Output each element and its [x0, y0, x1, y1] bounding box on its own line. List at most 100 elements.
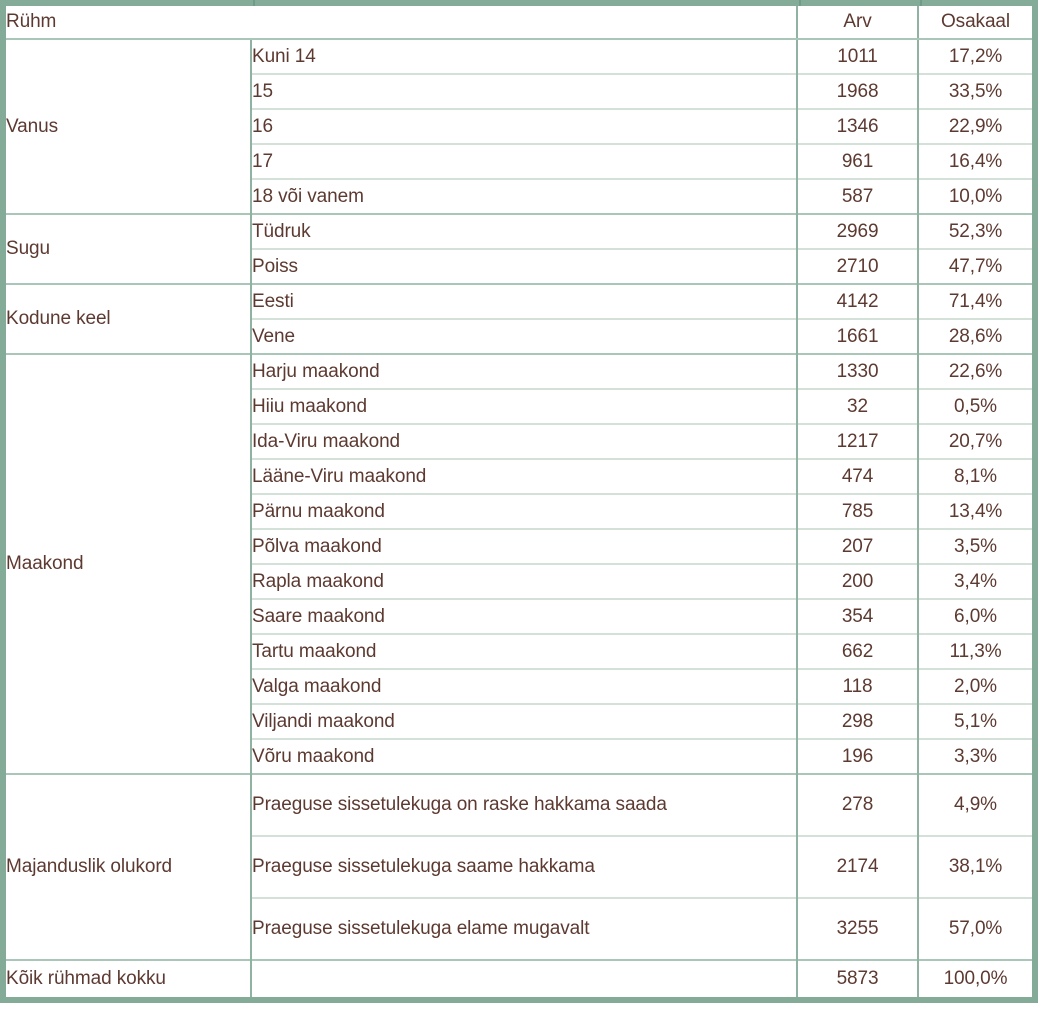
share-value: 8,1%: [918, 458, 1036, 494]
share-value: 2,0%: [918, 668, 1036, 704]
count-value: 1330: [797, 353, 920, 389]
table-row: Hiiu maakond 32 0,5%: [3, 388, 1036, 424]
count-value: 278: [797, 773, 920, 836]
subgroup-label: Tüdruk: [251, 213, 799, 249]
border-tick: [799, 0, 801, 6]
share-value: 57,0%: [918, 897, 1036, 960]
header-row: Rühm Arv Osakaal: [3, 3, 1036, 40]
count-value: 961: [797, 143, 920, 179]
subgroup-label: 18 või vanem: [251, 178, 799, 214]
share-value: 20,7%: [918, 423, 1036, 459]
table-row: 16 1346 22,9%: [3, 108, 1036, 144]
table-row: Lääne-Viru maakond 474 8,1%: [3, 458, 1036, 494]
total-osakaal: 100,0%: [918, 959, 1036, 1000]
subgroup-label: 17: [251, 143, 799, 179]
count-value: 587: [797, 178, 920, 214]
table-row: Põlva maakond 207 3,5%: [3, 528, 1036, 564]
share-value: 38,1%: [918, 835, 1036, 898]
header-osakaal: Osakaal: [918, 3, 1036, 40]
table-row: Valga maakond 118 2,0%: [3, 668, 1036, 704]
share-value: 71,4%: [918, 283, 1036, 319]
count-value: 1968: [797, 73, 920, 109]
total-row: Kõik rühmad kokku 5873 100,0%: [3, 959, 1036, 1000]
count-value: 662: [797, 633, 920, 669]
total-arv: 5873: [797, 959, 920, 1000]
table-row: Sugu Tüdruk 2969 52,3%: [3, 213, 1036, 284]
share-value: 28,6%: [918, 318, 1036, 354]
share-value: 3,4%: [918, 563, 1036, 599]
subgroup-label: Valga maakond: [251, 668, 799, 704]
table-row: Kodune keel Eesti 4142 71,4%: [3, 283, 1036, 354]
count-value: 2710: [797, 248, 920, 284]
count-value: 1217: [797, 423, 920, 459]
subgroup-label: Viljandi maakond: [251, 703, 799, 739]
header-group: Rühm: [3, 3, 799, 40]
count-value: 2174: [797, 835, 920, 898]
total-label: Kõik rühmad kokku: [3, 959, 252, 1000]
count-value: 298: [797, 703, 920, 739]
border-tick: [920, 0, 922, 6]
share-value: 10,0%: [918, 178, 1036, 214]
share-value: 22,9%: [918, 108, 1036, 144]
table-row: Rapla maakond 200 3,4%: [3, 563, 1036, 599]
table-row: Praeguse sissetulekuga saame hakkama 2174…: [3, 835, 1036, 898]
subgroup-label: Harju maakond: [251, 353, 799, 389]
count-value: 2969: [797, 213, 920, 249]
group-label: Majanduslik olukord: [3, 773, 252, 960]
group-label: Vanus: [3, 38, 252, 214]
subgroup-label: Praeguse sissetulekuga saame hakkama: [251, 835, 799, 898]
table-row: Tartu maakond 662 11,3%: [3, 633, 1036, 669]
subgroup-label: Tartu maakond: [251, 633, 799, 669]
subgroup-label: Poiss: [251, 248, 799, 284]
total-empty-cell: [251, 959, 799, 1000]
header-arv: Arv: [797, 3, 920, 40]
subgroup-label: Eesti: [251, 283, 799, 319]
share-value: 3,3%: [918, 738, 1036, 774]
subgroup-label: Saare maakond: [251, 598, 799, 634]
table-row: Saare maakond 354 6,0%: [3, 598, 1036, 634]
border-tick: [253, 0, 255, 6]
share-value: 5,1%: [918, 703, 1036, 739]
subgroup-label: Ida-Viru maakond: [251, 423, 799, 459]
subgroup-label: Põlva maakond: [251, 528, 799, 564]
group-label: Kodune keel: [3, 283, 252, 354]
count-value: 196: [797, 738, 920, 774]
subgroup-label: Hiiu maakond: [251, 388, 799, 424]
share-value: 33,5%: [918, 73, 1036, 109]
count-value: 3255: [797, 897, 920, 960]
group-label: Maakond: [3, 353, 252, 774]
subgroup-label: Võru maakond: [251, 738, 799, 774]
table-row: 18 või vanem 587 10,0%: [3, 178, 1036, 214]
count-value: 118: [797, 668, 920, 704]
table-row: Vene 1661 28,6%: [3, 318, 1036, 354]
table-row: Ida-Viru maakond 1217 20,7%: [3, 423, 1036, 459]
count-value: 1661: [797, 318, 920, 354]
table-row: Võru maakond 196 3,3%: [3, 738, 1036, 774]
group-label: Sugu: [3, 213, 252, 284]
share-value: 16,4%: [918, 143, 1036, 179]
table-row: Poiss 2710 47,7%: [3, 248, 1036, 284]
count-value: 785: [797, 493, 920, 529]
subgroup-label: Lääne-Viru maakond: [251, 458, 799, 494]
share-value: 13,4%: [918, 493, 1036, 529]
statistics-table: Rühm Arv Osakaal Vanus Kuni 14 1011 17,2% 15…: [0, 0, 1039, 1003]
table-row: Maakond Harju maakond 1330 22,6%: [3, 353, 1036, 774]
share-value: 52,3%: [918, 213, 1036, 249]
subgroup-label: Praeguse sissetulekuga on raske hakkama …: [251, 773, 799, 836]
count-value: 1346: [797, 108, 920, 144]
share-value: 11,3%: [918, 633, 1036, 669]
count-value: 4142: [797, 283, 920, 319]
share-value: 22,6%: [918, 353, 1036, 389]
count-value: 207: [797, 528, 920, 564]
table-row: Praeguse sissetulekuga elame mugavalt 325…: [3, 897, 1036, 960]
share-value: 17,2%: [918, 38, 1036, 74]
subgroup-label: Rapla maakond: [251, 563, 799, 599]
count-value: 200: [797, 563, 920, 599]
share-value: 0,5%: [918, 388, 1036, 424]
subgroup-label: Pärnu maakond: [251, 493, 799, 529]
count-value: 354: [797, 598, 920, 634]
table-row: 15 1968 33,5%: [3, 73, 1036, 109]
subgroup-label: Kuni 14: [251, 38, 799, 74]
table-row: 17 961 16,4%: [3, 143, 1036, 179]
